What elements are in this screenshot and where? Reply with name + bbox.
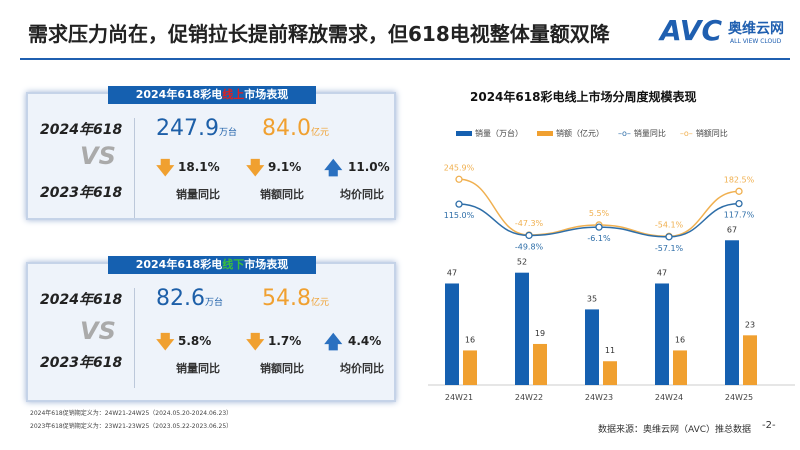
- bar-data-label: 11: [605, 346, 615, 355]
- sales-bar: [743, 335, 757, 385]
- x-tick-label: 24W25: [725, 393, 753, 402]
- sales-yoy-label: 销额同比: [260, 188, 304, 201]
- logo-en: ALL VIEW CLOUD: [730, 38, 782, 45]
- legend-sales: 销额（亿元）: [537, 128, 604, 139]
- x-tick-label: 24W23: [585, 393, 613, 402]
- line-point: [665, 233, 673, 241]
- sales-value: 54.8亿元: [262, 286, 329, 311]
- logo-mark: AVC: [660, 14, 722, 47]
- year-2024: 2024年618: [40, 292, 123, 308]
- line-data-label: 115.0%: [444, 211, 475, 220]
- line-point: [735, 199, 743, 208]
- line-data-label: -57.1%: [655, 244, 684, 253]
- line-data-label: 245.9%: [444, 163, 475, 172]
- bar-data-label: 23: [745, 320, 755, 329]
- line-data-label: -6.1%: [587, 234, 611, 243]
- line-data-label: -47.3%: [515, 219, 544, 228]
- price-yoy: 4.4%: [348, 334, 382, 348]
- divider: [134, 118, 135, 218]
- line-data-label: -49.8%: [515, 242, 544, 251]
- price-yoy-label: 均价同比: [340, 188, 384, 201]
- bar-data-label: 47: [447, 268, 457, 277]
- volume-bar: [585, 309, 599, 385]
- vs-label: VS: [80, 142, 116, 170]
- data-source: 数据来源：奥维云网（AVC）推总数据: [598, 425, 752, 435]
- legend-sales-yoy: –o– 销额同比: [679, 129, 728, 138]
- title-divider: [20, 58, 790, 60]
- sales-bar: [533, 343, 547, 385]
- vol-down-arrow-icon: 🡇: [156, 158, 175, 179]
- line-point: [455, 175, 463, 183]
- price-yoy-label: 均价同比: [340, 362, 384, 375]
- vol-yoy-label: 销量同比: [176, 362, 220, 375]
- slide-title: 需求压力尚在，促销拉长提前释放需求，但618电视整体量额双降: [28, 22, 610, 46]
- bar-data-label: 47: [657, 268, 667, 277]
- line-data-label: -54.1%: [655, 220, 684, 229]
- panel-title: 2024年618彩电线下市场表现: [108, 256, 316, 274]
- line-data-label: 182.5%: [724, 175, 755, 184]
- avc-logo: AVC 奥维云网 ALL VIEW CLOUD: [660, 14, 790, 50]
- vol-down-arrow-icon: 🡇: [156, 332, 175, 353]
- x-tick-label: 24W24: [655, 393, 683, 402]
- page-number: -2-: [762, 420, 776, 431]
- sales-yoy: 1.7%: [268, 334, 302, 348]
- volume-bar: [725, 240, 739, 385]
- sales-bar: [463, 350, 477, 385]
- divider: [134, 288, 135, 388]
- online-panel: 2024年618彩电线上市场表现 2024年618 VS 2023年618 24…: [26, 86, 396, 220]
- volume-bar: [515, 272, 529, 385]
- panel-title: 2024年618彩电线上市场表现: [108, 86, 316, 104]
- logo-cn: 奥维云网: [728, 21, 784, 37]
- sales-yoy-label: 销额同比: [260, 362, 304, 375]
- vol-yoy-label: 销量同比: [176, 188, 220, 201]
- x-tick-label: 24W21: [445, 393, 473, 402]
- sales-yoy: 9.1%: [268, 160, 302, 174]
- offline-panel: 2024年618彩电线下市场表现 2024年618 VS 2023年618 82…: [26, 256, 396, 402]
- vs-label: VS: [80, 317, 116, 345]
- year-2023: 2023年618: [40, 355, 123, 371]
- volume-bar: [655, 283, 669, 385]
- footnote-2023: 2023年618促销期定义为：23W21-23W25（2023.05.22-20…: [30, 423, 233, 430]
- price-up-arrow-icon: 🡅: [324, 158, 343, 179]
- vol-yoy: 18.1%: [178, 160, 220, 174]
- line-point: [735, 187, 743, 195]
- bar-data-label: 52: [517, 258, 527, 267]
- sales-down-arrow-icon: 🡇: [246, 158, 265, 179]
- line-data-label: 5.5%: [589, 209, 610, 218]
- bar-data-label: 16: [465, 335, 475, 344]
- legend-volume-yoy: –o– 销量同比: [618, 129, 666, 138]
- sales-bar: [603, 361, 617, 385]
- line-data-label: 117.7%: [724, 211, 755, 220]
- vol-yoy: 5.8%: [178, 334, 212, 348]
- bar-data-label: 67: [727, 225, 737, 234]
- sales-bar: [673, 350, 687, 385]
- chart-title: 2024年618彩电线上市场分周度规模表现: [470, 90, 697, 104]
- sales-value: 84.0亿元: [262, 116, 329, 141]
- price-up-arrow-icon: 🡅: [324, 332, 343, 353]
- line-point: [455, 200, 463, 208]
- volume-value: 82.6万台: [156, 286, 223, 311]
- volume-bar: [445, 283, 459, 385]
- bar-data-label: 16: [675, 335, 685, 344]
- year-2024: 2024年618: [40, 122, 123, 138]
- x-tick-label: 24W22: [515, 393, 543, 402]
- price-yoy: 11.0%: [348, 160, 390, 174]
- volume-value: 247.9万台: [156, 116, 237, 141]
- chart-legend: 销量（万台） 销额（亿元） –o– 销量同比 –o– 销额同比: [456, 128, 728, 139]
- line-point: [595, 223, 603, 231]
- footnote-2024: 2024年618促销期定义为：24W21-24W25（2024.05.20-20…: [30, 410, 233, 417]
- line-point: [525, 231, 533, 240]
- sales-down-arrow-icon: 🡇: [246, 332, 265, 353]
- bar-data-label: 35: [587, 294, 597, 303]
- bar-data-label: 19: [535, 329, 545, 338]
- legend-volume: 销量（万台）: [456, 128, 523, 139]
- year-2023: 2023年618: [40, 185, 123, 201]
